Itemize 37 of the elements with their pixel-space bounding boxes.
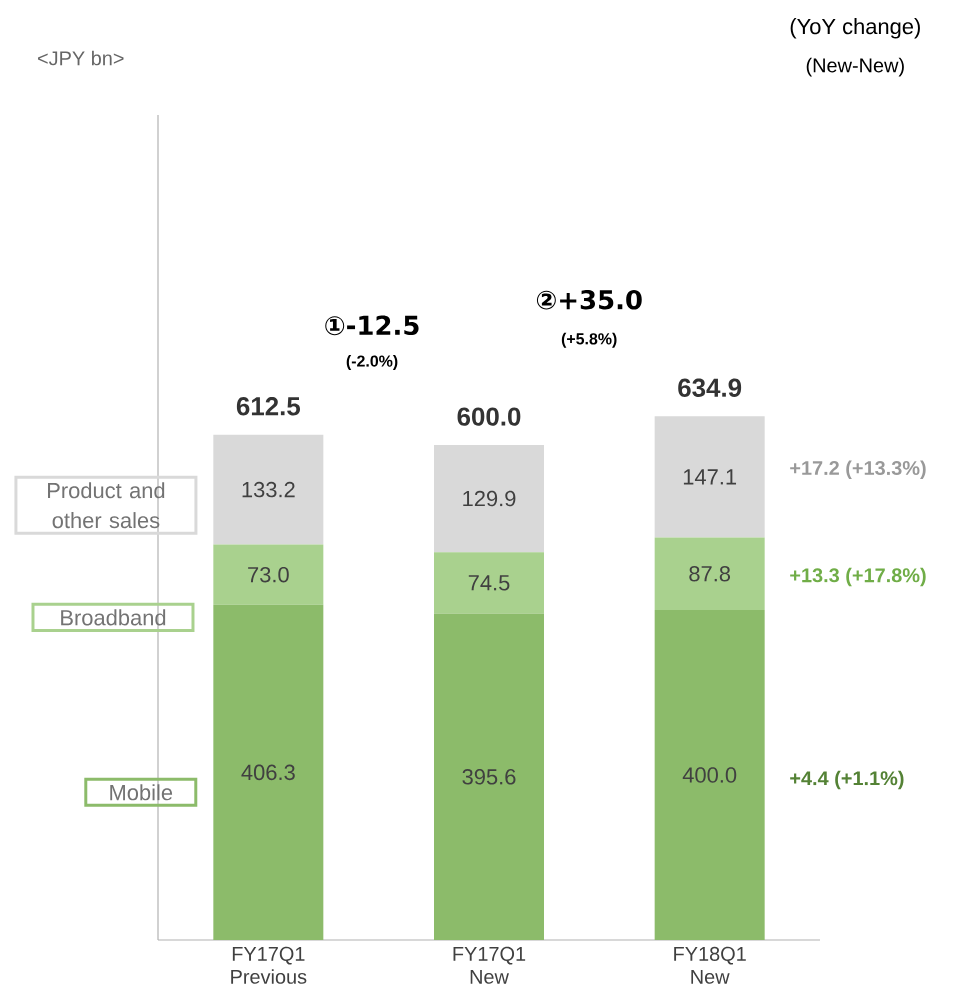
text: (-2.0%) — [346, 355, 398, 370]
data-label: 87.8 — [689, 565, 731, 582]
bar — [654, 416, 765, 538]
x-tick-label: FY17Q1 New — [453, 946, 526, 984]
total-label: 600.0 — [457, 407, 521, 426]
data-label: 73.0 — [248, 566, 289, 583]
x-tick-label: FY17Q1 Previous — [231, 946, 307, 984]
data-label: 129.9 — [463, 490, 516, 507]
x-tick-label: FY18Q1 New — [674, 946, 746, 984]
text: (YoY change) — [790, 18, 920, 39]
total-label: 634.9 — [678, 378, 742, 397]
text: (New-New) — [806, 57, 904, 77]
total-label: 612.5 — [236, 397, 301, 416]
text: <JPY bn> — [37, 50, 124, 66]
bar — [434, 552, 544, 614]
text: (+5.8%) — [561, 332, 617, 348]
bar — [213, 434, 324, 545]
data-label: 400.0 — [682, 767, 737, 783]
bar — [654, 609, 765, 940]
data-label: 74.5 — [468, 575, 510, 591]
bar — [213, 544, 324, 605]
text: ①-12.5 — [325, 315, 419, 336]
data-label: 395.6 — [462, 769, 516, 785]
bar — [434, 613, 544, 940]
annotation: +13.3 (+17.8%) — [790, 567, 926, 587]
bar — [654, 537, 765, 610]
bar — [434, 444, 544, 553]
annotation: +17.2 (+13.3%) — [790, 460, 926, 480]
text: Product and other sales — [48, 482, 165, 529]
data-label: 147.1 — [683, 469, 737, 485]
text: ②+35.0 — [536, 289, 642, 310]
text: Broadband — [61, 609, 166, 626]
annotation: +4.4 (+1.1%) — [790, 770, 904, 790]
bar — [213, 604, 324, 940]
data-label: 133.2 — [242, 481, 295, 498]
series-label: Mobile — [110, 784, 173, 801]
data-label: 406.3 — [241, 764, 295, 781]
